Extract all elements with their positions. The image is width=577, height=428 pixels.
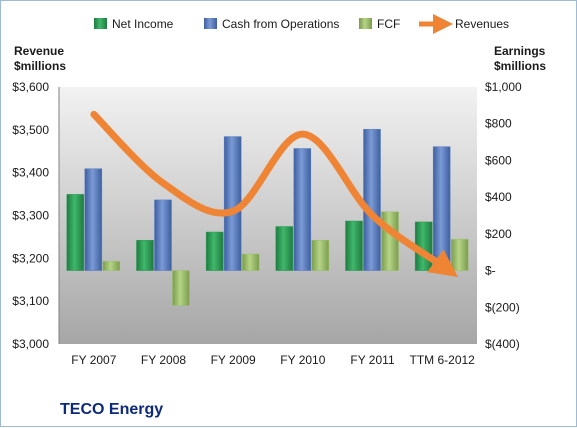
right-tick-label: $800 — [485, 117, 512, 131]
left-tick-label: $3,300 — [12, 209, 49, 223]
legend-label-cash-from-operations: Cash from Operations — [222, 17, 339, 31]
left-tick-label: $3,600 — [12, 80, 49, 94]
fcf-bar — [241, 253, 260, 271]
category-label: FY 2007 — [71, 353, 116, 367]
right-tick-label: $1,000 — [485, 80, 522, 94]
net-income-bar — [66, 194, 85, 271]
fcf-bar — [311, 240, 330, 271]
net-income-bar — [136, 240, 154, 271]
right-tick-label: $400 — [485, 190, 512, 204]
left-axis-title-line1: Revenue — [14, 44, 64, 58]
left-tick-label: $3,000 — [12, 337, 49, 351]
fcf-bar — [450, 239, 469, 271]
fcf-bar — [172, 270, 190, 306]
right-tick-label: $(400) — [485, 337, 520, 351]
category-label: FY 2009 — [211, 353, 256, 367]
fcf-bar — [102, 261, 121, 271]
legend-label-revenues: Revenues — [455, 17, 509, 31]
net-income-bar — [205, 231, 224, 271]
legend: Net Income Cash from Operations FCF Reve… — [94, 14, 509, 34]
left-axis-ticks: $3,000 $3,100 $3,200 $3,300 $3,400 $3,500 $3,6… — [12, 80, 49, 351]
revenue-line — [90, 110, 459, 278]
plot-area — [59, 87, 477, 344]
bars-group — [66, 128, 469, 306]
cash-from-operations-bar — [223, 136, 242, 271]
cash-from-operations-bar — [432, 146, 451, 271]
legend-swatch-net-income — [94, 18, 107, 29]
left-axis-title-line2: $millions — [14, 59, 66, 73]
right-axis-ticks: $(400) $(200) $- $200 $400 $600 $800 $1,000 — [485, 80, 522, 351]
category-label: TTM 6-2012 — [409, 353, 475, 367]
left-tick-label: $3,200 — [12, 251, 49, 265]
revenue-line-group — [90, 110, 459, 278]
category-label: FY 2010 — [280, 353, 325, 367]
right-tick-label: $600 — [485, 153, 512, 167]
right-tick-label: $(200) — [485, 300, 520, 314]
left-tick-label: $3,500 — [12, 123, 49, 137]
right-axis-title-line1: Earnings — [494, 44, 546, 58]
right-tick-label: $200 — [485, 227, 512, 241]
cash-from-operations-bar — [84, 168, 103, 271]
right-tick-label: $- — [485, 264, 496, 278]
company-name: TECO Energy — [60, 401, 163, 418]
left-tick-label: $3,100 — [12, 294, 49, 308]
fcf-bar — [381, 211, 399, 271]
legend-label-fcf: FCF — [377, 17, 400, 31]
category-label: FY 2008 — [141, 353, 186, 367]
legend-swatch-fcf — [359, 18, 372, 29]
net-income-bar — [345, 220, 363, 271]
left-tick-label: $3,400 — [12, 166, 49, 180]
cash-from-operations-bar — [154, 199, 172, 271]
legend-label-net-income: Net Income — [112, 17, 174, 31]
cash-from-operations-bar — [363, 128, 381, 271]
category-label: FY 2011 — [350, 353, 395, 367]
legend-swatch-cash-from-operations — [204, 18, 217, 29]
net-income-bar — [275, 226, 294, 271]
right-axis-title-line2: $millions — [494, 59, 546, 73]
cash-from-operations-bar — [293, 148, 312, 271]
category-labels: FY 2007 FY 2008 FY 2009 FY 2010 FY 2011 TTM 6… — [71, 353, 475, 367]
